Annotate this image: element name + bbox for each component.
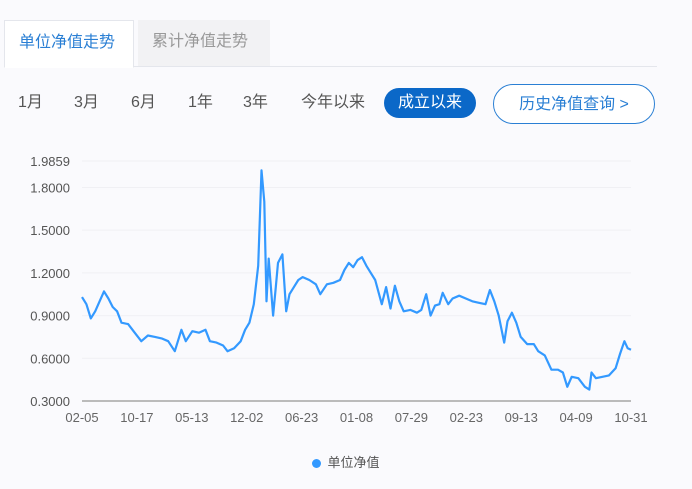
legend-label: 单位净值 (327, 455, 380, 470)
range-selector: 1月 3月 6月 1年 3年 今年以来 成立以来 (0, 88, 692, 124)
history-nav-button[interactable]: 历史净值查询 > (493, 84, 655, 124)
x-tick-label: 02-23 (450, 410, 483, 425)
legend-dot-icon (312, 459, 322, 468)
range-1m[interactable]: 1月 (18, 94, 43, 111)
range-since-inception[interactable]: 成立以来 (384, 88, 477, 118)
range-3m[interactable]: 3月 (74, 94, 99, 111)
x-tick-label: 05-13 (175, 410, 208, 425)
tab-cumulative-nav[interactable]: 累计净值走势 (138, 20, 270, 66)
y-tick-label: 0.6000 (30, 351, 70, 366)
range-1y[interactable]: 1年 (188, 94, 213, 111)
y-tick-label: 1.5000 (30, 223, 70, 238)
nav-line-chart: 0.3000 0.6000 0.9000 1.2000 1.5000 1.8000 1.98… (30, 154, 647, 425)
tab-unit-nav[interactable]: 单位净值走势 (4, 20, 134, 68)
x-tick-label: 10-31 (614, 410, 647, 425)
x-tick-label: 09-13 (505, 410, 538, 425)
y-tick-label: 1.2000 (30, 266, 70, 281)
x-tick-label: 07-29 (395, 410, 428, 425)
x-tick-label: 06-23 (285, 410, 318, 425)
x-tick-label: 02-05 (65, 410, 98, 425)
range-ytd[interactable]: 今年以来 (301, 94, 366, 111)
y-tick-label: 0.9000 (30, 309, 70, 324)
nav-series-line (81, 169, 632, 391)
legend[interactable]: 单位净值 (0, 452, 692, 471)
x-tick-label: 12-02 (230, 410, 263, 425)
x-tick-label: 01-08 (340, 410, 373, 425)
y-tick-label: 1.8000 (30, 180, 70, 195)
range-3y[interactable]: 3年 (243, 94, 268, 111)
tab-bar: 单位净值走势 累计净值走势 (4, 20, 657, 68)
x-tick-label: 10-17 (120, 410, 153, 425)
range-6m[interactable]: 6月 (131, 94, 156, 111)
y-tick-label: 1.9859 (30, 154, 70, 169)
x-tick-label: 04-09 (559, 410, 592, 425)
y-tick-label: 0.3000 (30, 394, 70, 409)
